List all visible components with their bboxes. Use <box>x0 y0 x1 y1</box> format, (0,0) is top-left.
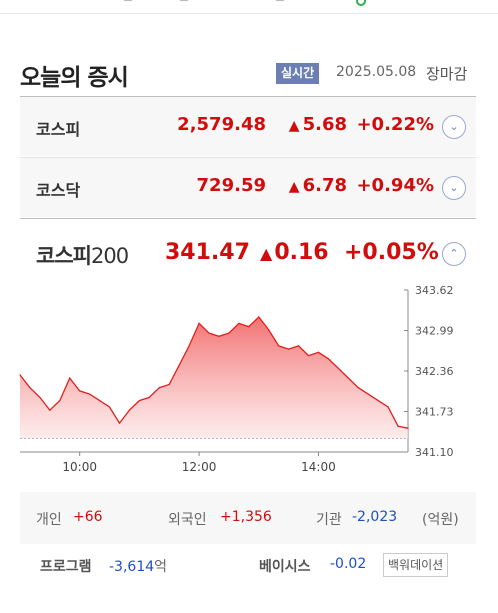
individual-label: 개인 <box>36 512 62 528</box>
data-point <box>188 345 190 347</box>
data-point <box>108 406 111 408</box>
data-point <box>407 427 409 429</box>
data-point <box>29 387 31 389</box>
institution-value: -2,023 <box>352 509 398 525</box>
index-row-kospi[interactable]: 코스피 2,579.48 ▲ 5.68 +0.22% ⌄ <box>20 97 476 156</box>
top-strip <box>0 0 498 14</box>
x-tick-label: 12:00 <box>182 460 217 474</box>
divider <box>20 96 476 97</box>
up-arrow-icon: ▲ <box>288 179 300 195</box>
series-area <box>20 317 408 439</box>
data-point <box>377 399 379 402</box>
data-point <box>387 406 389 408</box>
y-tick-label: 341.73 <box>415 406 454 419</box>
index-value: 729.59 <box>196 175 266 196</box>
y-tick-label: 343.62 <box>415 284 454 297</box>
divider <box>20 218 476 219</box>
kospi200-chart: 343.62 342.99 342.36 341.73 341.10 10:00 12:00… <box>0 280 498 480</box>
data-point <box>138 399 140 402</box>
index-name: 코스닥 <box>36 181 81 200</box>
data-point <box>49 409 51 411</box>
x-tick-label: 10:00 <box>62 460 97 474</box>
x-tick-label: 14:00 <box>301 460 336 474</box>
kospi200-change: ▲0.16 <box>260 240 329 265</box>
data-point <box>19 374 21 376</box>
data-point <box>198 322 200 325</box>
data-point <box>317 351 320 353</box>
data-point <box>69 377 71 379</box>
data-point <box>178 364 180 366</box>
kospi200-name: 코스피200 <box>36 244 129 268</box>
backwardation-badge: 백워데이션 <box>383 553 449 577</box>
data-point <box>327 358 330 360</box>
live-dot-icon <box>356 0 366 6</box>
intraday-chart-svg: 343.62 342.99 342.36 341.73 341.10 10:00 12:00… <box>19 284 454 474</box>
data-point <box>307 354 310 357</box>
kospi200-value: 341.47 <box>165 240 250 265</box>
y-tick-label: 342.99 <box>415 325 454 338</box>
chevron-down-icon[interactable]: ⌄ <box>442 115 466 139</box>
data-point <box>218 335 220 337</box>
data-point <box>258 316 260 318</box>
up-arrow-icon: ▲ <box>260 244 273 263</box>
basis-label: 베이시스 <box>259 559 311 575</box>
program-label: 프로그램 <box>40 559 92 575</box>
unit-label: (억원) <box>422 512 459 528</box>
data-point <box>89 393 91 395</box>
index-change: ▲ 6.78 <box>288 175 347 196</box>
data-point <box>168 383 170 386</box>
data-point <box>268 329 270 331</box>
chevron-down-icon[interactable]: ⌄ <box>442 176 466 200</box>
divider <box>124 0 132 1</box>
individual-value: +66 <box>73 509 103 525</box>
chevron-up-icon[interactable]: ⌃ <box>442 242 466 266</box>
data-point <box>337 367 339 370</box>
institution-label: 기관 <box>316 512 342 528</box>
market-status: 장마감 <box>426 65 468 83</box>
data-point <box>158 387 160 389</box>
data-point <box>148 396 150 398</box>
data-point <box>347 377 349 379</box>
divider <box>180 0 188 1</box>
investor-summary: 개인 +66 외국인 +1,356 기관 -2,023 (억원) <box>20 492 476 544</box>
data-point <box>288 348 290 350</box>
divider <box>276 0 284 1</box>
market-date: 2025.05.08 <box>336 64 417 80</box>
data-point <box>397 425 399 427</box>
kospi200-rate: +0.05% <box>344 240 439 265</box>
basis-value: -0.02 <box>330 556 367 572</box>
data-point <box>278 345 280 347</box>
y-tick-label: 341.10 <box>415 446 454 459</box>
y-tick-label: 342.36 <box>415 365 454 378</box>
index-name: 코스피 <box>36 120 81 139</box>
foreign-value: +1,356 <box>220 509 272 525</box>
series-line <box>19 316 409 429</box>
program-value: -3,614억 <box>109 559 168 575</box>
divider <box>20 157 476 158</box>
data-point <box>297 345 300 347</box>
data-point <box>79 390 81 392</box>
data-point <box>118 422 121 424</box>
realtime-badge: 실시간 <box>276 63 320 84</box>
data-point <box>228 332 230 334</box>
index-value: 2,579.48 <box>177 114 266 135</box>
data-point <box>128 409 131 411</box>
data-point <box>248 326 250 328</box>
data-point <box>238 322 240 325</box>
foreign-label: 외국인 <box>168 512 207 528</box>
index-row-kosdaq[interactable]: 코스닥 729.59 ▲ 6.78 +0.94% ⌄ <box>20 158 476 217</box>
data-point <box>208 332 210 334</box>
index-rate: +0.22% <box>356 114 434 135</box>
data-point <box>367 393 369 395</box>
data-point <box>98 399 101 402</box>
index-change: ▲ 5.68 <box>288 114 347 135</box>
section-title: 오늘의 증시 <box>20 65 129 91</box>
data-point <box>39 396 41 398</box>
up-arrow-icon: ▲ <box>288 118 300 134</box>
index-rate: +0.94% <box>356 175 434 196</box>
data-point <box>357 387 359 389</box>
data-point <box>59 399 61 402</box>
